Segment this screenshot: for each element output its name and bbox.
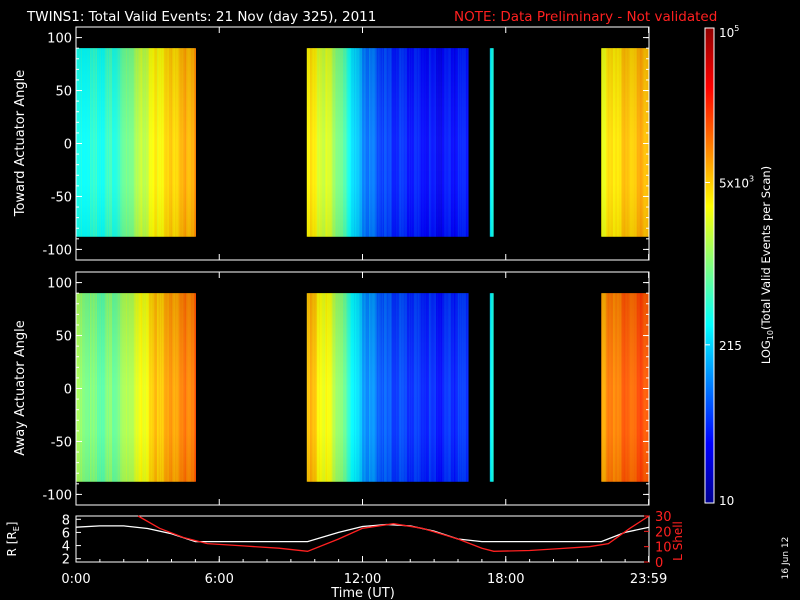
colorbar-tick-label: 105 <box>719 24 739 40</box>
angle-shading <box>489 293 493 482</box>
y-tick-label: 100 <box>47 277 72 292</box>
x-tick-label: 18:00 <box>487 572 524 587</box>
colorbar-tick-label: 215 <box>719 339 742 353</box>
orbit-panel-frame <box>75 515 650 563</box>
toward-y-axis-label: Toward Actuator Angle <box>13 70 28 217</box>
time-axis-label: Time (UT) <box>330 586 395 600</box>
y-tick-label: 4 <box>62 540 70 555</box>
y-tick-label: -100 <box>42 488 72 503</box>
angle-shading <box>489 48 493 237</box>
y2-tick-label: 10 <box>655 541 672 556</box>
colorbar-tick-label: 5x103 <box>719 174 754 190</box>
angle-shading <box>306 293 468 482</box>
colorbar-tick-label: 10 <box>719 494 734 508</box>
y-tick-label: -100 <box>42 243 72 258</box>
y2-tick-label: 30 <box>655 510 672 525</box>
y-tick-label: 100 <box>47 32 72 47</box>
l-shell-axis-label: L Shell <box>671 521 685 561</box>
angle-shading <box>76 293 196 482</box>
toward-y-axis: 100 50 0 -50 -100 <box>42 27 650 260</box>
colorbar-ticks: 105 5x103 215 10 <box>705 24 754 508</box>
plot-date-stamp: 16 Jun 12 <box>781 537 791 580</box>
y-tick-label: 0 <box>64 383 72 398</box>
angle-shading <box>601 48 649 237</box>
x-tick-label: 6:00 <box>205 572 234 587</box>
y-tick-label: -50 <box>51 190 72 205</box>
y-tick-label: 50 <box>55 85 72 100</box>
l-shell-line <box>137 515 650 552</box>
toward-actuator-panel: 100 50 0 -50 -100 Toward Actuator Angle <box>13 26 650 261</box>
x-tick-label: 0:00 <box>61 572 90 587</box>
away-y-axis: 100 50 0 -50 -100 <box>42 272 650 505</box>
orbit-y-axis-label: R [RE] <box>5 522 21 557</box>
y-tick-label: 6 <box>62 526 70 541</box>
figure-title: TWINS1: Total Valid Events: 21 Nov (day … <box>26 9 376 25</box>
y2-tick-label: 0 <box>655 556 663 571</box>
x-tick-label: 23:59 <box>630 572 667 587</box>
away-actuator-panel: 100 50 0 -50 -100 Away Actuator Angle <box>13 271 650 506</box>
angle-shading <box>306 48 468 237</box>
y-tick-label: 0 <box>64 138 72 153</box>
colorbar-label: LOG10(Total Valid Events per Scan) <box>759 166 775 364</box>
x-tick-label: 12:00 <box>344 572 381 587</box>
angle-shading <box>601 293 649 482</box>
radius-line <box>75 523 650 543</box>
orbit-time-axis: 0:00 6:00 12:00 18:00 23:59 <box>61 556 667 587</box>
away-y-axis-label: Away Actuator Angle <box>13 320 28 455</box>
away-heatmap-data <box>76 293 650 482</box>
toward-heatmap-data <box>76 48 650 237</box>
colorbar-gradient <box>704 27 715 504</box>
y-tick-label: 50 <box>55 330 72 345</box>
angle-shading <box>76 48 196 237</box>
y-tick-label: 8 <box>62 513 70 528</box>
y-tick-label: -50 <box>51 435 72 450</box>
y-tick-label: 2 <box>62 553 70 568</box>
colorbar: 105 5x103 215 10 LOG10(Total Valid Events p… <box>704 24 775 508</box>
orbit-lines <box>75 515 650 552</box>
preliminary-note: NOTE: Data Preliminary - Not validated <box>454 9 717 25</box>
y2-tick-label: 20 <box>655 525 672 540</box>
